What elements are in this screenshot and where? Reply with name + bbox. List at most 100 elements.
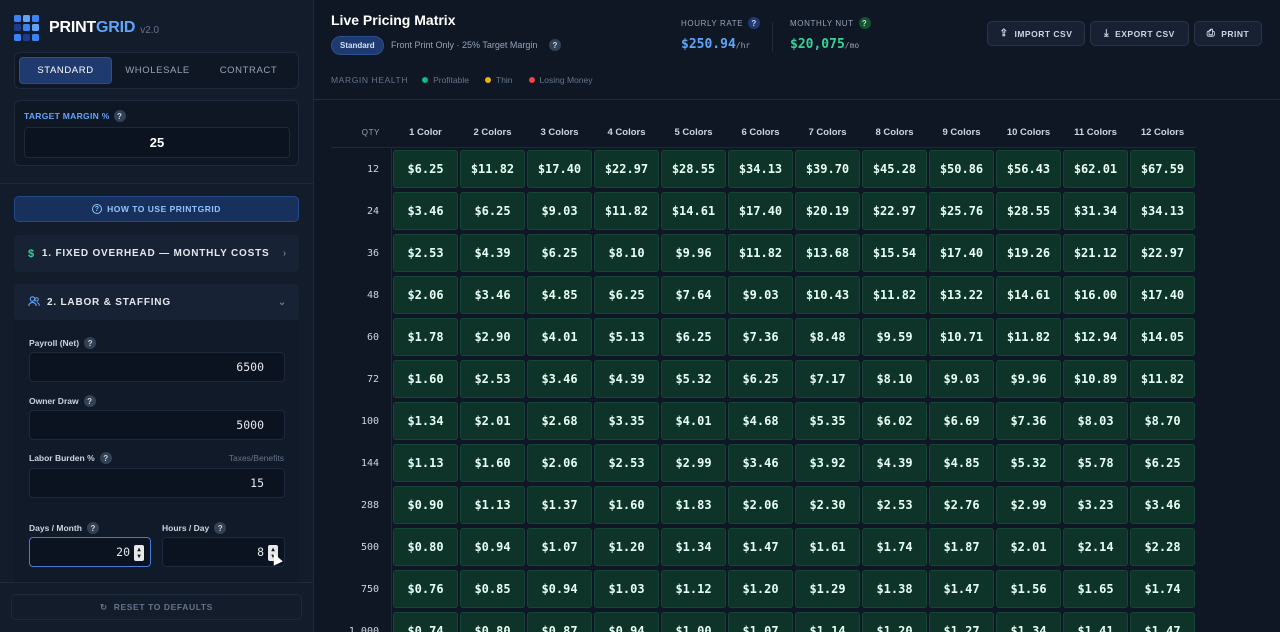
price-cell[interactable]: $45.28 — [862, 150, 927, 188]
price-cell[interactable]: $2.99 — [661, 444, 726, 482]
tab-contract[interactable]: CONTRACT — [219, 65, 278, 76]
price-cell[interactable]: $4.39 — [460, 234, 525, 272]
days-month-input[interactable]: 20 ▲ ▼ — [29, 537, 151, 567]
price-cell[interactable]: $2.53 — [594, 444, 659, 482]
price-cell[interactable]: $6.25 — [594, 276, 659, 314]
price-cell[interactable]: $9.03 — [527, 192, 592, 230]
payroll-input[interactable]: 6500 — [29, 352, 285, 382]
price-cell[interactable]: $4.01 — [527, 318, 592, 356]
price-cell[interactable]: $9.96 — [996, 360, 1061, 398]
price-cell[interactable]: $2.90 — [460, 318, 525, 356]
price-cell[interactable]: $2.30 — [795, 486, 860, 524]
price-cell[interactable]: $2.28 — [1130, 528, 1195, 566]
price-cell[interactable]: $10.43 — [795, 276, 860, 314]
price-cell[interactable]: $1.78 — [393, 318, 458, 356]
price-cell[interactable]: $5.32 — [661, 360, 726, 398]
price-cell[interactable]: $0.80 — [393, 528, 458, 566]
help-icon[interactable]: ? — [748, 17, 761, 29]
price-cell[interactable]: $15.54 — [862, 234, 927, 272]
price-cell[interactable]: $8.03 — [1063, 402, 1128, 440]
price-cell[interactable]: $8.10 — [594, 234, 659, 272]
price-cell[interactable]: $1.38 — [862, 570, 927, 608]
stepper-icon[interactable]: ▲ ▼ — [268, 545, 278, 561]
price-cell[interactable]: $6.69 — [929, 402, 994, 440]
price-cell[interactable]: $0.94 — [527, 570, 592, 608]
price-cell[interactable]: $2.06 — [393, 276, 458, 314]
price-cell[interactable]: $17.40 — [527, 150, 592, 188]
price-cell[interactable]: $4.39 — [594, 360, 659, 398]
price-cell[interactable]: $10.71 — [929, 318, 994, 356]
price-cell[interactable]: $3.23 — [1063, 486, 1128, 524]
reset-defaults-button[interactable]: ↻ RESET TO DEFAULTS — [11, 594, 302, 620]
import-csv-button[interactable]: ⇪ IMPORT CSV — [987, 21, 1085, 46]
price-cell[interactable]: $1.34 — [661, 528, 726, 566]
price-cell[interactable]: $6.25 — [460, 192, 525, 230]
price-cell[interactable]: $1.20 — [594, 528, 659, 566]
price-cell[interactable]: $1.20 — [862, 612, 927, 632]
price-cell[interactable]: $0.90 — [393, 486, 458, 524]
price-cell[interactable]: $4.68 — [728, 402, 793, 440]
price-cell[interactable]: $0.94 — [594, 612, 659, 632]
price-cell[interactable]: $56.43 — [996, 150, 1061, 188]
price-cell[interactable]: $3.35 — [594, 402, 659, 440]
price-cell[interactable]: $4.85 — [527, 276, 592, 314]
price-cell[interactable]: $2.68 — [527, 402, 592, 440]
price-cell[interactable]: $34.13 — [1130, 192, 1195, 230]
price-cell[interactable]: $13.22 — [929, 276, 994, 314]
price-cell[interactable]: $8.10 — [862, 360, 927, 398]
price-cell[interactable]: $14.61 — [996, 276, 1061, 314]
price-cell[interactable]: $13.68 — [795, 234, 860, 272]
price-cell[interactable]: $3.46 — [393, 192, 458, 230]
price-cell[interactable]: $3.46 — [527, 360, 592, 398]
owner-draw-input[interactable]: 5000 — [29, 410, 285, 440]
price-cell[interactable]: $1.47 — [1130, 612, 1195, 632]
price-cell[interactable]: $5.32 — [996, 444, 1061, 482]
price-cell[interactable]: $1.74 — [1130, 570, 1195, 608]
price-cell[interactable]: $4.85 — [929, 444, 994, 482]
price-cell[interactable]: $9.96 — [661, 234, 726, 272]
help-icon[interactable]: ? — [83, 395, 96, 407]
price-cell[interactable]: $31.34 — [1063, 192, 1128, 230]
price-cell[interactable]: $3.92 — [795, 444, 860, 482]
help-icon[interactable]: ? — [214, 522, 227, 534]
price-cell[interactable]: $6.25 — [1130, 444, 1195, 482]
stepper-icon[interactable]: ▲ ▼ — [134, 545, 144, 561]
price-cell[interactable]: $50.86 — [929, 150, 994, 188]
price-cell[interactable]: $9.03 — [728, 276, 793, 314]
price-cell[interactable]: $6.25 — [393, 150, 458, 188]
price-cell[interactable]: $14.61 — [661, 192, 726, 230]
price-cell[interactable]: $1.12 — [661, 570, 726, 608]
help-icon[interactable]: ? — [86, 522, 99, 534]
price-cell[interactable]: $16.00 — [1063, 276, 1128, 314]
price-cell[interactable]: $11.82 — [728, 234, 793, 272]
price-cell[interactable]: $67.59 — [1130, 150, 1195, 188]
price-cell[interactable]: $0.74 — [393, 612, 458, 632]
price-cell[interactable]: $8.48 — [795, 318, 860, 356]
price-cell[interactable]: $1.13 — [460, 486, 525, 524]
price-cell[interactable]: $2.53 — [862, 486, 927, 524]
price-cell[interactable]: $17.40 — [728, 192, 793, 230]
price-cell[interactable]: $10.89 — [1063, 360, 1128, 398]
price-cell[interactable]: $11.82 — [862, 276, 927, 314]
price-cell[interactable]: $1.07 — [527, 528, 592, 566]
help-icon[interactable]: ? — [84, 337, 97, 349]
price-cell[interactable]: $2.53 — [393, 234, 458, 272]
price-cell[interactable]: $2.01 — [460, 402, 525, 440]
price-cell[interactable]: $2.53 — [460, 360, 525, 398]
price-cell[interactable]: $5.35 — [795, 402, 860, 440]
price-cell[interactable]: $21.12 — [1063, 234, 1128, 272]
price-cell[interactable]: $2.99 — [996, 486, 1061, 524]
price-cell[interactable]: $14.05 — [1130, 318, 1195, 356]
price-cell[interactable]: $1.29 — [795, 570, 860, 608]
price-cell[interactable]: $9.59 — [862, 318, 927, 356]
price-cell[interactable]: $1.20 — [728, 570, 793, 608]
price-cell[interactable]: $1.61 — [795, 528, 860, 566]
print-button[interactable]: ⎙ PRINT — [1194, 21, 1262, 46]
price-cell[interactable]: $1.56 — [996, 570, 1061, 608]
hours-day-input[interactable]: 8 ▲ ▼ — [162, 537, 285, 567]
price-cell[interactable]: $6.02 — [862, 402, 927, 440]
how-to-use-button[interactable]: ? HOW TO USE PRINTGRID — [14, 196, 299, 222]
section-labor-staffing[interactable]: 2. LABOR & STAFFING ⌄ — [14, 284, 299, 321]
price-cell[interactable]: $22.97 — [1130, 234, 1195, 272]
price-cell[interactable]: $9.03 — [929, 360, 994, 398]
